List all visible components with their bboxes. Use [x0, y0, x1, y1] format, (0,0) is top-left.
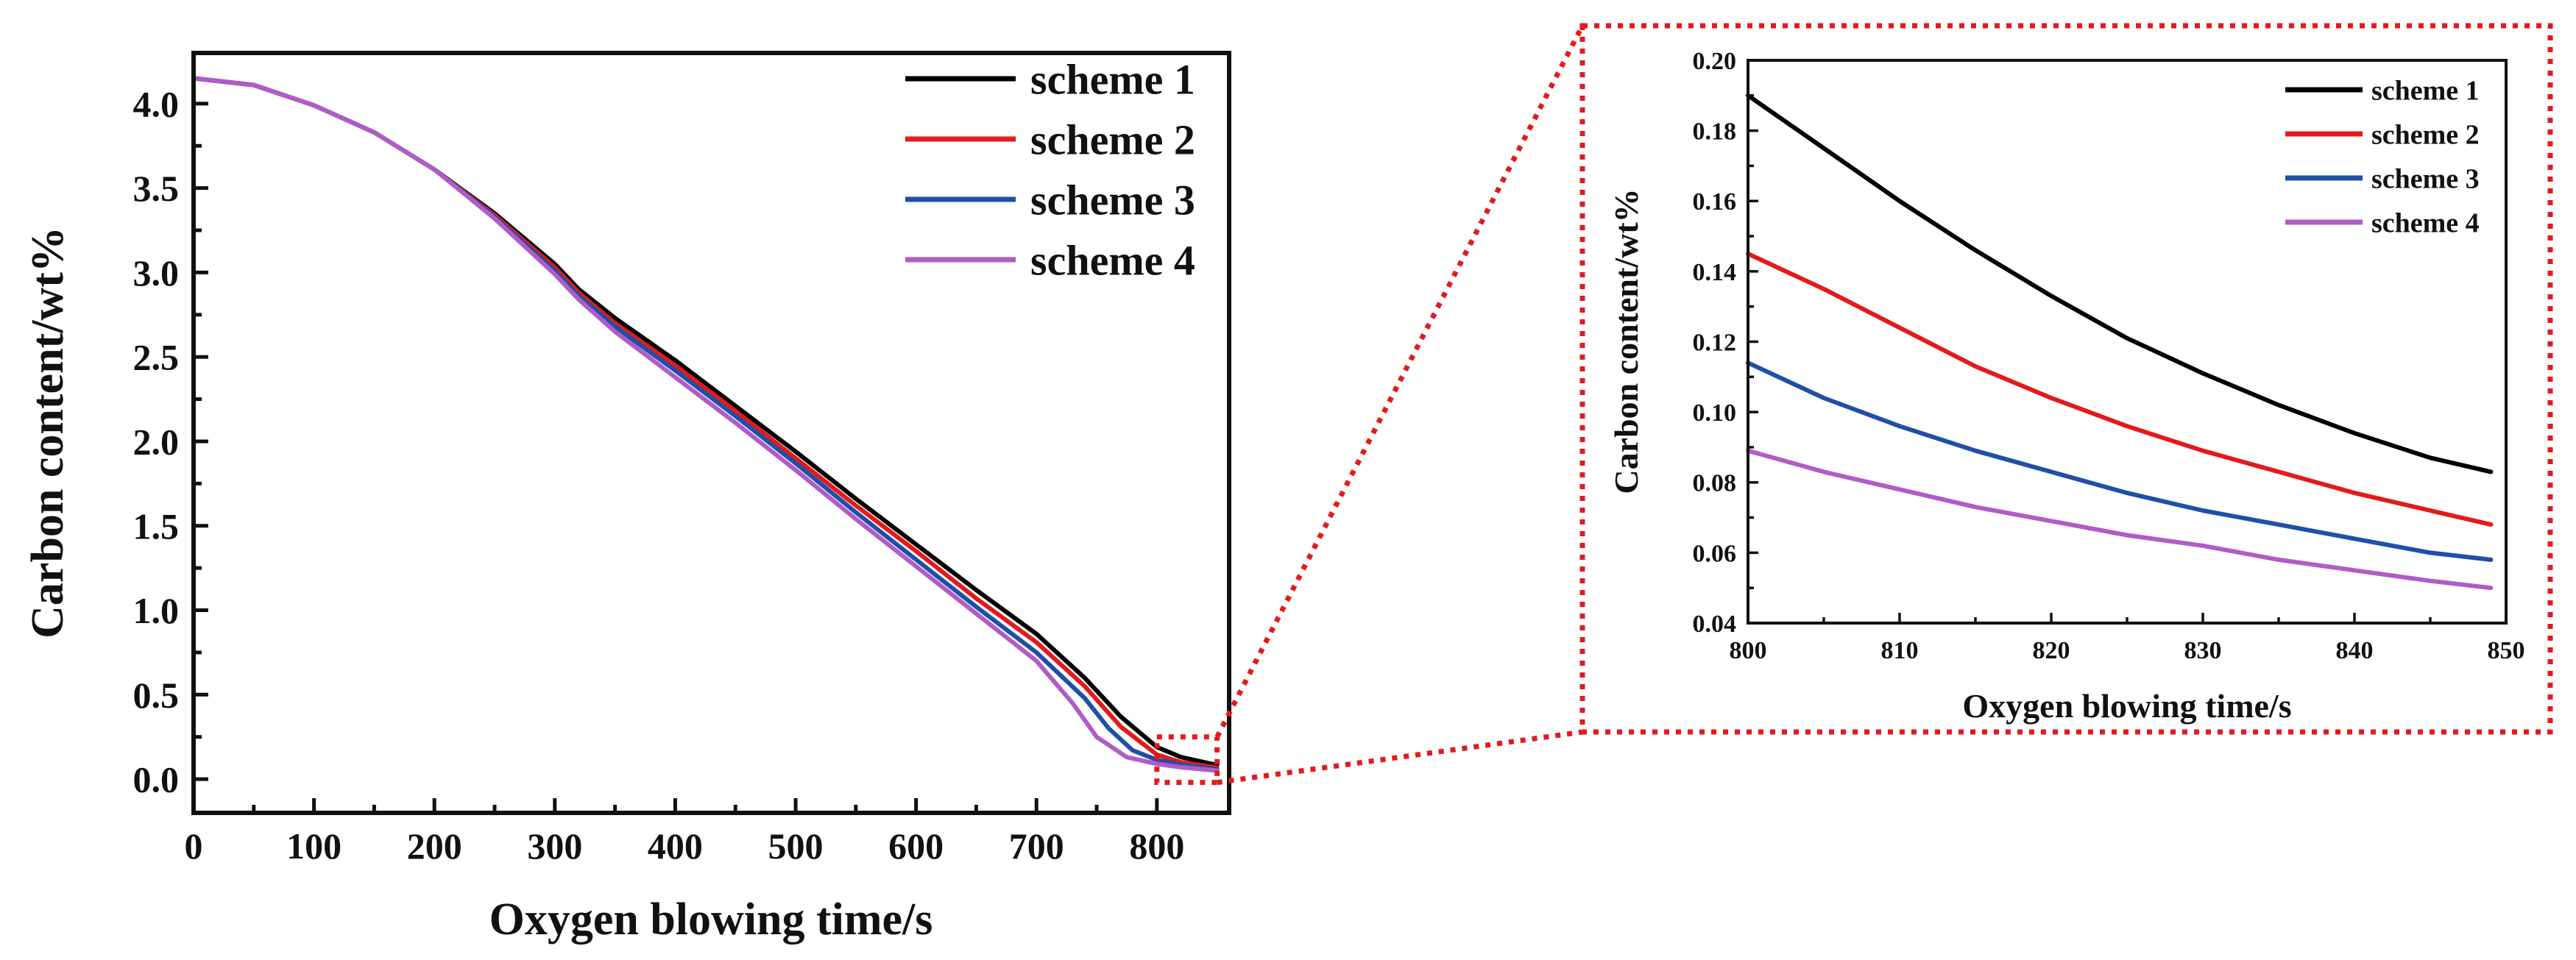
inset-x-tick-label: 820 — [2033, 637, 2070, 664]
zoom-connector — [1154, 23, 2553, 786]
main-y-tick-label: 1.0 — [133, 590, 180, 631]
main-x-tick-label: 500 — [768, 825, 824, 867]
inset-series-group — [1746, 93, 2494, 591]
inset-y-tick-label: 0.18 — [1693, 118, 1737, 146]
zoom-line-bottom — [1217, 729, 1583, 786]
inset-x-tick-label: 840 — [2336, 637, 2374, 664]
inset-x-tick-label: 830 — [2184, 637, 2222, 664]
inset-y-axis-label: Carbon content/wt% — [1607, 188, 1645, 494]
inset-y-tick-label: 0.06 — [1693, 540, 1737, 567]
inset-legend: scheme 1 scheme 2 scheme 3 scheme 4 — [2285, 75, 2480, 238]
main-legend-label-4: scheme 4 — [1030, 236, 1195, 284]
inset-chart: 800 810 820 830 840 850 0.04 0.06 0.08 0.10 0.12 0.… — [1607, 48, 2525, 725]
inset-zoom-outline — [1579, 23, 2553, 735]
main-y-tick-label: 1.5 — [133, 505, 180, 547]
main-y-tick-label: 3.0 — [133, 252, 180, 294]
inset-x-tick-label: 850 — [2488, 637, 2525, 664]
inset-y-tick-label: 0.04 — [1693, 611, 1737, 638]
inset-y-tick-label: 0.10 — [1693, 399, 1737, 427]
main-y-tick-label: 4.0 — [133, 83, 180, 124]
main-y-tick-label: 0.0 — [133, 759, 180, 800]
inset-x-tick-label: 810 — [1881, 637, 1919, 664]
main-y-tick-label: 0.5 — [133, 675, 180, 716]
inset-x-tick-label: 800 — [1730, 637, 1767, 664]
main-legend: scheme 1 scheme 2 scheme 3 scheme 4 — [905, 55, 1195, 284]
main-x-tick-label: 100 — [286, 825, 342, 867]
main-legend-label-1: scheme 1 — [1030, 55, 1195, 103]
main-y-tick-label: 2.5 — [133, 337, 180, 378]
inset-series-line-4 — [1746, 448, 2494, 591]
main-x-tick-label: 400 — [648, 825, 703, 867]
main-series-line-4 — [191, 76, 1220, 773]
main-series-group — [191, 76, 1220, 773]
main-legend-label-3: scheme 3 — [1030, 176, 1195, 224]
inset-y-tick-label: 0.12 — [1693, 329, 1737, 356]
inset-series-line-3 — [1746, 360, 2494, 562]
zoom-line-top — [1214, 24, 1585, 739]
inset-y-tick-label: 0.20 — [1693, 48, 1737, 75]
main-axis-ticks: 0 100 200 300 400 500 600 700 800 0.0 0.5 1.0 1.5 2.0… — [133, 83, 1185, 867]
main-y-axis-label: Carbon content/wt% — [23, 227, 73, 639]
main-y-tick-label: 3.5 — [133, 168, 180, 209]
main-x-tick-label: 700 — [1009, 825, 1064, 867]
inset-y-tick-label: 0.14 — [1693, 259, 1737, 286]
main-x-tick-label: 0 — [185, 825, 203, 867]
main-legend-label-2: scheme 2 — [1030, 115, 1195, 163]
main-chart: 0 100 200 300 400 500 600 700 800 0.0 0.5 1.0 1.5 2.0… — [23, 51, 1231, 945]
inset-series-line-1 — [1746, 93, 2494, 474]
inset-series-line-2 — [1746, 252, 2494, 527]
inset-y-tick-label: 0.08 — [1693, 470, 1737, 497]
main-y-tick-label: 2.0 — [133, 421, 180, 462]
inset-y-tick-label: 0.16 — [1693, 188, 1737, 216]
inset-legend-label-1: scheme 1 — [2371, 75, 2480, 106]
inset-axis-ticks: 800 810 820 830 840 850 0.04 0.06 0.08 0.10 0.12 0.… — [1693, 48, 2525, 664]
main-x-tick-label: 800 — [1129, 825, 1184, 867]
inset-legend-label-4: scheme 4 — [2371, 207, 2480, 238]
inset-legend-label-2: scheme 2 — [2371, 119, 2480, 150]
main-x-tick-label: 600 — [888, 825, 944, 867]
main-x-tick-label: 200 — [407, 825, 462, 867]
inset-x-axis-label: Oxygen blowing time/s — [1962, 687, 2291, 725]
inset-legend-label-3: scheme 3 — [2371, 163, 2480, 194]
main-x-axis-label: Oxygen blowing time/s — [489, 895, 933, 945]
main-plot-frame — [191, 51, 1231, 815]
main-x-tick-label: 300 — [527, 825, 582, 867]
zoom-region-box — [1154, 734, 1220, 786]
